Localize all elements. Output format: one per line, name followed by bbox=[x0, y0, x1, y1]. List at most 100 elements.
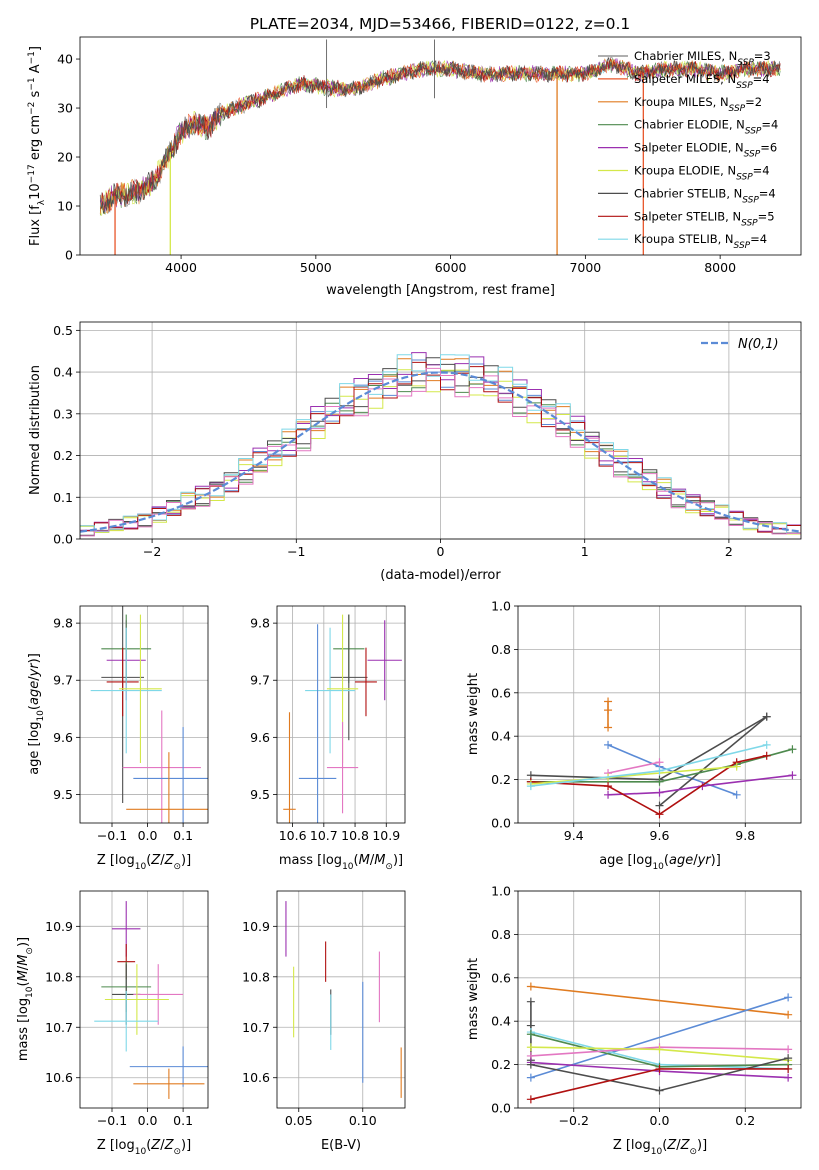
y-tick-label: 10.9 bbox=[242, 919, 270, 934]
spectrum-line bbox=[99, 58, 781, 216]
plus-marker bbox=[762, 751, 771, 760]
error-bar-point bbox=[119, 614, 162, 764]
mass-weight-series bbox=[526, 751, 771, 819]
x-tick-label: 10.9 bbox=[372, 828, 400, 843]
mass-weight-vs-age-panel: 9.4 9.6 9.8 0.0 0.2 0.4 0.6 0.8 1.0 age [log10(ag… bbox=[466, 599, 802, 872]
tick-marks bbox=[76, 622, 184, 827]
plus-marker bbox=[604, 723, 613, 732]
plus-marker bbox=[604, 706, 613, 715]
tick-marks bbox=[76, 329, 730, 543]
error-bar-point bbox=[326, 721, 359, 814]
x-axis-label: Z [log10(Z/Z⊙)] bbox=[97, 1138, 191, 1157]
axes-frame bbox=[517, 890, 802, 1109]
x-tick-label: 10.8 bbox=[341, 828, 369, 843]
legend-label: Kroupa ELODIE, NSSP=4 bbox=[634, 164, 770, 183]
tick-marks bbox=[76, 925, 184, 1112]
legend-label: Chabrier ELODIE, NSSP=4 bbox=[634, 118, 778, 137]
x-tick-label: 0.2 bbox=[735, 1113, 755, 1128]
x-tick-label: 9.4 bbox=[564, 828, 584, 843]
x-axis-label: (data-model)/error bbox=[380, 568, 501, 583]
plot-area bbox=[80, 352, 801, 539]
plus-marker bbox=[732, 790, 741, 799]
plus-marker bbox=[788, 771, 797, 780]
x-axis-label: wavelength [Angstrom, rest frame] bbox=[326, 283, 555, 298]
x-tick-label: 8000 bbox=[704, 260, 736, 275]
plus-marker bbox=[784, 993, 793, 1002]
x-tick-label: 9.8 bbox=[735, 828, 755, 843]
y-tick-label: 1.0 bbox=[491, 599, 511, 614]
legend-label: Chabrier MILES, NSSP=3 bbox=[634, 49, 771, 68]
x-tick-label: −1 bbox=[287, 544, 305, 559]
plot-area bbox=[526, 982, 793, 1104]
y-axis-label: mass weight bbox=[466, 673, 481, 755]
plus-marker bbox=[762, 712, 771, 721]
plus-marker bbox=[655, 1064, 664, 1073]
mass-weight-vs-metallicity-panel: −0.2 0.0 0.2 0.0 0.2 0.4 0.6 0.8 1.0 Z [log10(Z/Z… bbox=[466, 884, 802, 1157]
series-line bbox=[607, 761, 660, 774]
age-vs-mass-panel: 10.6 10.7 10.8 10.9 9.5 9.6 9.7 9.8 mass [log10(… bbox=[250, 605, 406, 872]
error-bar-point bbox=[355, 647, 377, 717]
plus-marker bbox=[655, 810, 664, 819]
x-tick-label: −0.1 bbox=[97, 1113, 127, 1128]
y-tick-label: 0.3 bbox=[53, 406, 73, 421]
plus-marker bbox=[604, 740, 613, 749]
plus-marker bbox=[784, 1073, 793, 1082]
y-tick-label: 0.1 bbox=[53, 490, 73, 505]
y-tick-label: 0.0 bbox=[491, 816, 511, 831]
y-axis-label: Flux [fλ10−17 erg cm−2 s−1 A−1] bbox=[27, 46, 47, 246]
plus-marker bbox=[784, 1045, 793, 1054]
y-tick-label: 10.6 bbox=[242, 1070, 270, 1085]
x-tick-label: 0.0 bbox=[650, 1113, 670, 1128]
spectrum-line bbox=[99, 57, 781, 214]
figure-title: PLATE=2034, MJD=53466, FIBERID=0122, z=0… bbox=[250, 15, 631, 33]
x-tick-label: 10.6 bbox=[279, 828, 307, 843]
axes-frame bbox=[276, 890, 406, 1109]
error-bar-point bbox=[298, 624, 337, 823]
mass-vs-ebv-panel: 0.05 0.10 10.6 10.7 10.8 10.9 E(B-V) bbox=[242, 890, 406, 1153]
error-bar-point bbox=[330, 614, 368, 741]
x-axis-label: Z [log10(Z/Z⊙)] bbox=[613, 1138, 707, 1157]
plus-marker bbox=[655, 1045, 664, 1054]
y-tick-label: 0.8 bbox=[491, 642, 511, 657]
plus-marker bbox=[655, 788, 664, 797]
plus-marker bbox=[526, 1060, 535, 1069]
plus-marker bbox=[784, 1064, 793, 1073]
error-bar-point bbox=[133, 964, 184, 1025]
series-line bbox=[607, 744, 737, 796]
series-line bbox=[607, 774, 793, 796]
series-line bbox=[530, 716, 768, 781]
y-tick-label: 0.4 bbox=[53, 365, 73, 380]
y-tick-label: 9.5 bbox=[250, 787, 270, 802]
error-bar-point bbox=[133, 1068, 205, 1099]
legend-label: Kroupa STELIB, NSSP=4 bbox=[634, 232, 767, 251]
histogram-series bbox=[80, 367, 801, 539]
series-line bbox=[658, 716, 768, 807]
plus-marker bbox=[604, 697, 613, 706]
tick-marks bbox=[514, 890, 746, 1112]
x-tick-label: 2 bbox=[725, 544, 733, 559]
y-tick-label: 0.6 bbox=[491, 685, 511, 700]
y-tick-label: 9.6 bbox=[53, 730, 73, 745]
x-tick-label: 9.6 bbox=[650, 828, 670, 843]
plus-marker bbox=[784, 1010, 793, 1019]
y-tick-label: 10.8 bbox=[45, 969, 73, 984]
y-tick-label: 9.7 bbox=[53, 673, 73, 688]
y-tick-label: 0.4 bbox=[491, 1014, 511, 1029]
x-tick-label: 4000 bbox=[165, 260, 197, 275]
plus-marker bbox=[526, 1043, 535, 1052]
x-tick-label: 1 bbox=[581, 544, 589, 559]
plus-marker bbox=[732, 762, 741, 771]
series-line bbox=[530, 996, 789, 1079]
grid-lines bbox=[80, 606, 208, 823]
x-axis-label: Z [log10(Z/Z⊙)] bbox=[97, 853, 191, 872]
x-tick-label: −0.2 bbox=[559, 1113, 589, 1128]
plot-area bbox=[94, 901, 208, 1099]
plus-marker bbox=[788, 745, 797, 754]
histogram-series bbox=[80, 354, 801, 539]
y-tick-label: 9.8 bbox=[250, 616, 270, 631]
x-tick-label: 0.05 bbox=[285, 1113, 313, 1128]
legend-label: Salpeter ELODIE, NSSP=6 bbox=[634, 141, 777, 160]
x-tick-label: −2 bbox=[143, 544, 161, 559]
y-tick-label: 20 bbox=[57, 150, 73, 165]
